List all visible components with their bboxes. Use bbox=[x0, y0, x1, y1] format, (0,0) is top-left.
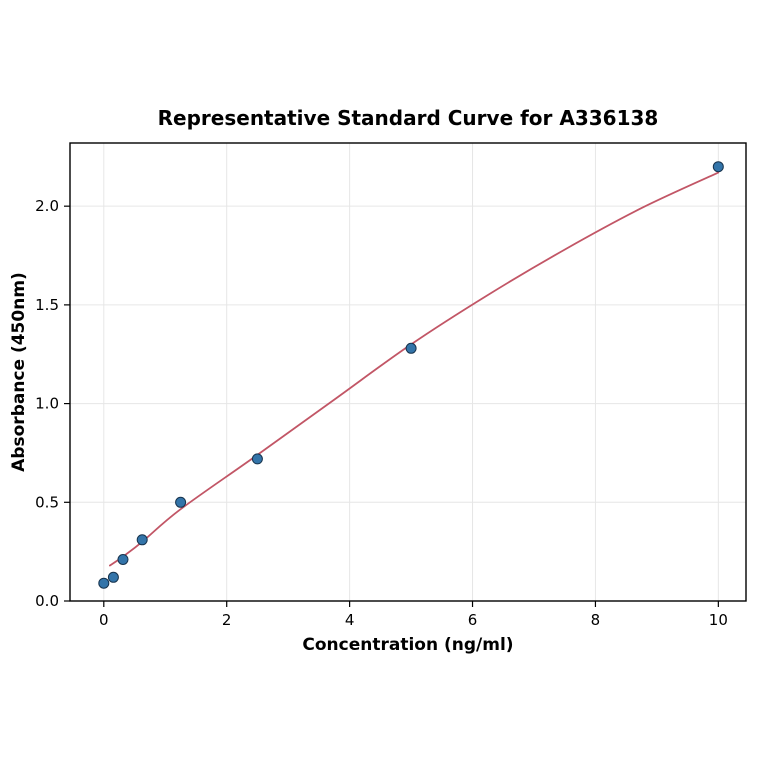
x-tick-label: 4 bbox=[345, 611, 355, 629]
data-point bbox=[405, 342, 417, 354]
data-point bbox=[117, 554, 129, 565]
y-tick-label: 1.0 bbox=[35, 395, 59, 413]
data-point bbox=[107, 571, 119, 583]
data-point bbox=[136, 534, 148, 546]
x-axis-label: Concentration (ng/ml) bbox=[302, 635, 513, 655]
x-tick-label: 0 bbox=[99, 611, 109, 629]
data-point bbox=[712, 161, 724, 173]
data-point bbox=[175, 496, 187, 508]
y-tick-label: 1.5 bbox=[35, 296, 59, 314]
y-tick-label: 2.0 bbox=[35, 197, 59, 215]
plot-border bbox=[69, 142, 747, 602]
x-tick-label: 10 bbox=[709, 611, 728, 629]
y-tick-label: 0.5 bbox=[35, 493, 59, 511]
tick-marks bbox=[64, 205, 719, 607]
x-tick-label: 8 bbox=[591, 611, 601, 629]
chart-title: Representative Standard Curve for A33613… bbox=[158, 106, 659, 130]
standard-points bbox=[98, 161, 724, 589]
x-tick-label: 2 bbox=[222, 611, 232, 629]
y-axis-label: Absorbance (450nm) bbox=[9, 272, 29, 472]
data-point bbox=[251, 453, 263, 465]
x-tick-label: 6 bbox=[468, 611, 478, 629]
y-tick-label: 0.0 bbox=[35, 592, 59, 610]
plot-area bbox=[70, 143, 746, 601]
data-point bbox=[98, 577, 110, 589]
